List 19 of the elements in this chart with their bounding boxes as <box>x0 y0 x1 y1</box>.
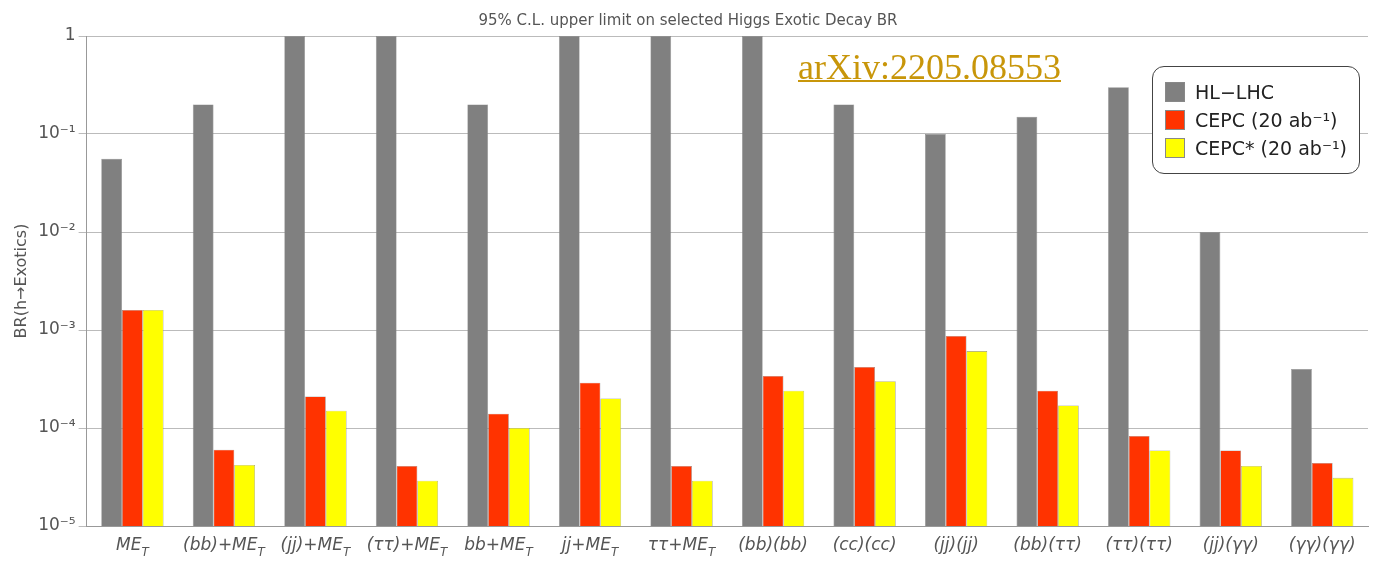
x-tick-label: (ττ)(ττ) <box>1105 534 1173 554</box>
y-tick-label: 10⁻⁵ <box>38 514 76 535</box>
annotation: arXiv:2205.08553 <box>798 46 1061 88</box>
legend-label: CEPC* (20 ab⁻¹) <box>1195 137 1347 159</box>
y-tick-label: 10⁻² <box>38 220 76 241</box>
legend-label: CEPC (20 ab⁻¹) <box>1195 109 1338 131</box>
y-axis-title: BR(h→Exotics) <box>10 223 30 339</box>
x-tick-label: (bb)(ττ) <box>1013 534 1082 554</box>
x-tick-label: (jj)(jj) <box>933 534 979 554</box>
x-tick-label: (jj)(γγ) <box>1202 534 1259 554</box>
x-tick-label: (bb)(bb) <box>738 534 808 554</box>
y-tick-label: 1 <box>64 24 76 45</box>
y-tick-label: 10⁻⁴ <box>38 416 76 437</box>
x-tick-label: (γγ)(γγ) <box>1288 534 1356 554</box>
y-tick-label: 10⁻³ <box>38 318 76 339</box>
chart-title: 95% C.L. upper limit on selected Higgs Exotic Decay BR <box>478 10 898 29</box>
y-tick-label: 10⁻¹ <box>38 122 76 143</box>
x-tick-label: (cc)(cc) <box>832 534 897 554</box>
legend-label: HL−LHC <box>1195 81 1274 103</box>
